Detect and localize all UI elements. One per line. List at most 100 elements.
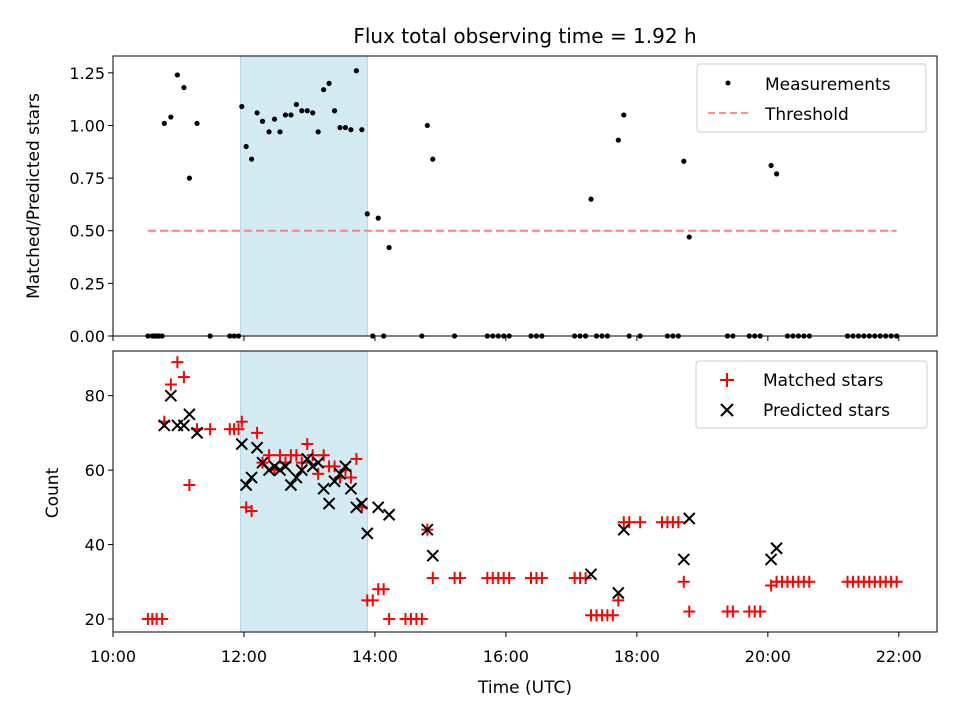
predicted-star-point (350, 501, 363, 514)
matched-star-point (177, 371, 190, 384)
x-tick-label: 12:00 (221, 647, 267, 666)
y-tick-label: 80 (85, 387, 105, 406)
predicted-star-point (372, 501, 385, 514)
predicted-star-point (683, 512, 696, 525)
matched-star-point (171, 356, 184, 369)
measurement-point (186, 175, 192, 181)
measurement-point (282, 112, 289, 118)
matched-star-point (754, 605, 767, 618)
predicted-star-point (770, 542, 783, 555)
predicted-star-point (295, 463, 309, 477)
matched-star-point (612, 594, 625, 607)
predicted-star-point (344, 482, 358, 495)
predicted-star-point (421, 523, 434, 536)
matched-star-point (726, 605, 739, 618)
measurement-point (288, 112, 294, 118)
legend-label-predicted: Predicted stars (763, 401, 890, 421)
matched-star-point (503, 572, 516, 585)
measurement-point (321, 87, 327, 93)
matched-star-point (803, 575, 816, 588)
matched-star-point (890, 575, 903, 588)
measurement-point (315, 129, 321, 135)
measurement-point (181, 84, 187, 91)
predicted-star-point (382, 508, 396, 521)
legend-box-bottom (695, 360, 928, 429)
predicted-star-point (677, 553, 691, 566)
measurement-point (621, 112, 627, 118)
x-ticks-top (112, 336, 900, 341)
predicted-star-point (235, 437, 248, 451)
measurement-point (194, 120, 200, 126)
predicted-star-point (311, 456, 325, 469)
measurement-point (615, 137, 621, 143)
x-tick-label: 18:00 (614, 647, 660, 666)
panel-top: 0.00 0.25 0.50 0.75 1.00 1.25 Matched/Predict… (24, 55, 938, 346)
y-tick-label: 0.00 (69, 327, 105, 346)
predicted-star-point (245, 471, 258, 484)
matched-star-point (426, 572, 439, 585)
chart-title: Flux total observing time = 1.92 h (353, 24, 696, 48)
measurement-point (310, 110, 316, 116)
y-tick-label: 0.75 (69, 169, 105, 188)
panel-bottom: 20 40 60 80 10:00 12:00 14:00 16:00 18:00 20:00 2… (43, 350, 938, 698)
predicted-star-point (612, 586, 625, 600)
measurement-point (588, 196, 594, 202)
measurement-point (337, 124, 343, 131)
predicted-star-point (158, 419, 171, 432)
y-axis-label-bottom: Count (43, 467, 63, 518)
matched-star-point (312, 467, 325, 480)
matched-star-point (232, 423, 245, 436)
y-tick-label: 1.00 (69, 116, 105, 135)
matched-star-point (317, 449, 330, 462)
measurement-point (299, 108, 305, 114)
measurement-point (424, 122, 430, 129)
measurement-point (359, 127, 365, 133)
matched-star-point (295, 456, 308, 469)
predicted-star-point (764, 553, 778, 566)
matched-star-point (290, 449, 303, 462)
predicted-star-point (239, 478, 253, 492)
plot-frame-bottom (112, 350, 938, 633)
legend-bottom: Matched stars Predicted stars (695, 360, 928, 429)
predicted-star-point (361, 527, 374, 540)
x-tick-label: 14:00 (352, 647, 398, 666)
measurement-point (326, 80, 332, 86)
measurement-point (259, 118, 266, 124)
y-tick-label: 1.25 (69, 64, 105, 83)
measurement-point (161, 120, 167, 126)
measurement-point (768, 162, 774, 169)
predicted-star-point (328, 475, 341, 488)
matched-star-point (263, 449, 276, 462)
y-ticks-bottom: 20 40 60 80 (85, 387, 113, 629)
matched-star-point (164, 378, 177, 391)
measurement-point (254, 110, 260, 116)
measurement-point (386, 244, 392, 251)
matched-star-point (306, 449, 319, 462)
measurement-point (168, 114, 174, 120)
matched-star-point (454, 572, 467, 585)
predicted-star-point (333, 467, 347, 481)
predicted-star-point (306, 460, 319, 473)
matched-star-point (683, 605, 696, 618)
matched-star-point (350, 452, 363, 465)
legend-marker-matched (720, 373, 734, 387)
matched-star-point (634, 516, 647, 529)
measurement-point (239, 103, 245, 110)
measurement-point (353, 68, 359, 74)
legend-marker-predicted (720, 403, 734, 417)
predicted-star-point (279, 460, 292, 473)
predicted-star-point (290, 471, 303, 484)
matched-star-point (273, 449, 286, 462)
matched-star-point (383, 612, 396, 625)
measurement-point (331, 108, 338, 114)
measurement-point (271, 116, 278, 122)
matched-star-point (366, 594, 379, 607)
matched-star-point (677, 575, 690, 588)
matched-star-point (606, 609, 619, 622)
measurement-point (681, 158, 687, 164)
measurement-point (293, 101, 299, 108)
measurement-point (686, 234, 692, 240)
x-tick-label: 20:00 (745, 647, 791, 666)
predicted-star-point (268, 460, 281, 473)
